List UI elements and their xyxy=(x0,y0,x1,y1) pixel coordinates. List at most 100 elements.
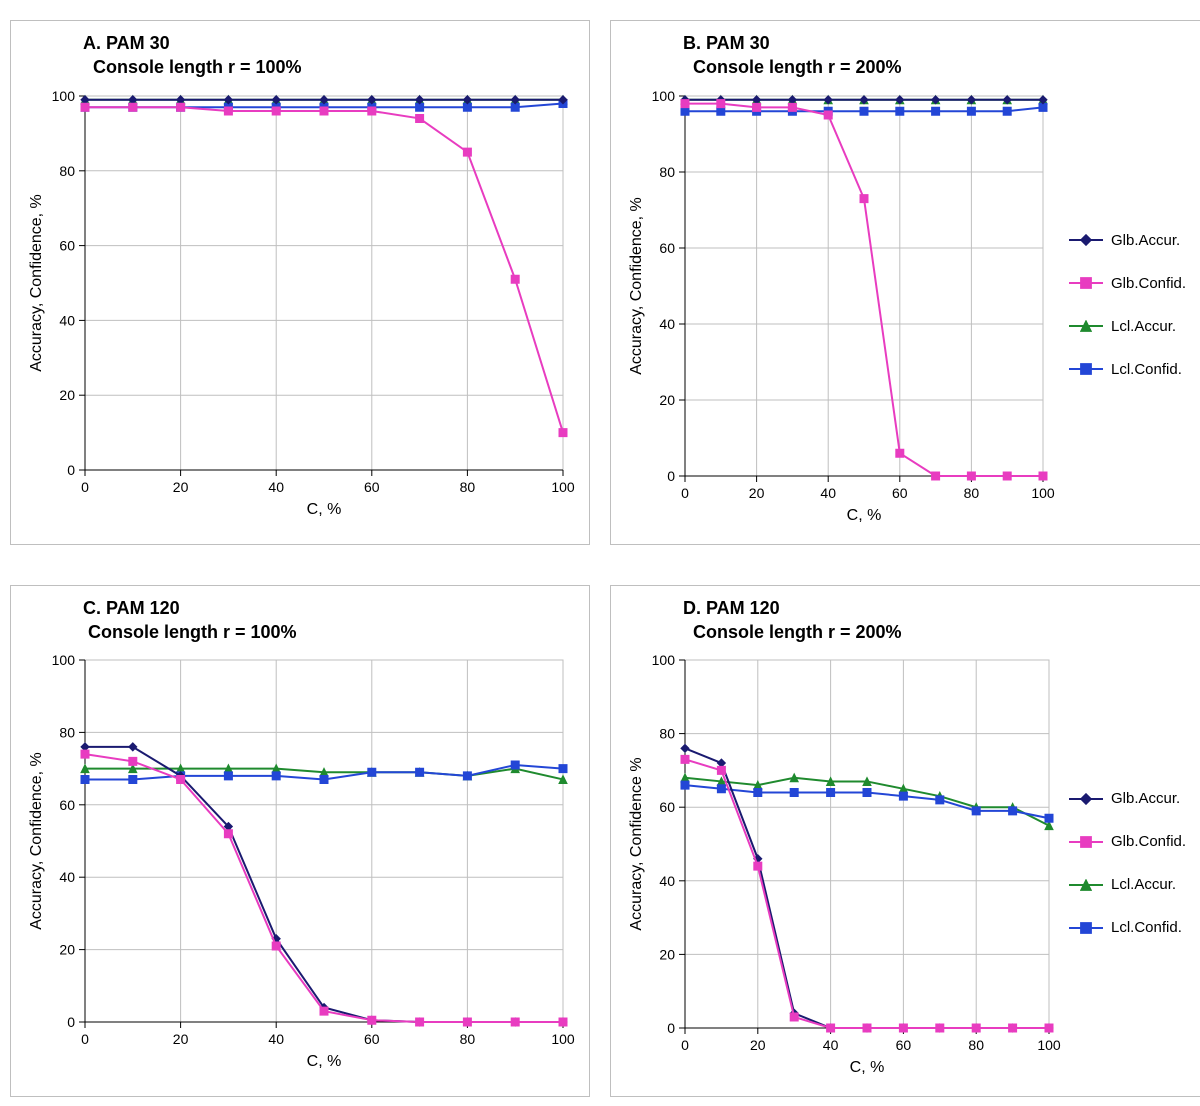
svg-text:80: 80 xyxy=(964,485,980,501)
chart-title: A. PAM 30 Console length r = 100% xyxy=(83,31,577,80)
svg-text:C, %: C, % xyxy=(847,507,882,524)
svg-text:100: 100 xyxy=(1037,1037,1061,1053)
legend-swatch-icon xyxy=(1069,319,1103,333)
svg-text:C, %: C, % xyxy=(307,1053,342,1070)
chart-grid-page: A. PAM 30 Console length r = 100% 0 20 40 60… xyxy=(0,0,1200,1106)
svg-text:C, %: C, % xyxy=(307,501,342,518)
svg-text:80: 80 xyxy=(59,725,75,741)
svg-text:80: 80 xyxy=(659,726,675,742)
legend-label: Lcl.Accur. xyxy=(1111,318,1176,335)
chart-grid: A. PAM 30 Console length r = 100% 0 20 40 60… xyxy=(10,20,1190,1086)
svg-text:40: 40 xyxy=(59,312,75,328)
chart-plot: 0 20 40 60 80 100 0 20 40 60 80 100 C, % Accuracy, Co… xyxy=(23,86,577,525)
legend-item: Lcl.Confid. xyxy=(1069,361,1189,378)
svg-text:20: 20 xyxy=(59,387,75,403)
legend-label: Lcl.Confid. xyxy=(1111,361,1182,378)
svg-text:40: 40 xyxy=(268,1031,284,1047)
legend-label: Glb.Accur. xyxy=(1111,232,1180,249)
legend-item: Lcl.Accur. xyxy=(1069,318,1189,335)
chart-plot: 0 20 40 60 80 100 0 20 40 60 80 100 C, % Accuracy, Co… xyxy=(623,650,1063,1077)
svg-text:0: 0 xyxy=(667,1020,675,1036)
svg-text:0: 0 xyxy=(67,462,75,478)
svg-text:80: 80 xyxy=(460,479,476,495)
legend-item: Glb.Accur. xyxy=(1069,232,1189,249)
legend-swatch-icon xyxy=(1069,362,1103,376)
svg-text:60: 60 xyxy=(659,799,675,815)
chart-plot: 0 20 40 60 80 100 0 20 40 60 80 100 C, % Accuracy, Co… xyxy=(23,650,577,1077)
svg-text:100: 100 xyxy=(52,652,76,668)
svg-text:60: 60 xyxy=(896,1037,912,1053)
svg-text:40: 40 xyxy=(820,485,836,501)
svg-text:20: 20 xyxy=(749,485,765,501)
grid-cell-d: D. PAM 120 Console length r = 200% 0 20 40 6… xyxy=(610,585,1200,1098)
svg-text:Accuracy, Confidence %: Accuracy, Confidence % xyxy=(628,758,645,931)
legend-label: Glb.Accur. xyxy=(1111,790,1180,807)
grid-cell-c: C. PAM 120 Console length r = 100% 0 20 40 6… xyxy=(10,585,590,1098)
legend-swatch-icon xyxy=(1069,233,1103,247)
svg-text:40: 40 xyxy=(659,873,675,889)
legend-item: Lcl.Confid. xyxy=(1069,919,1189,936)
legend-item: Lcl.Accur. xyxy=(1069,876,1189,893)
svg-text:20: 20 xyxy=(750,1037,766,1053)
svg-text:40: 40 xyxy=(268,479,284,495)
svg-text:80: 80 xyxy=(659,164,675,180)
svg-text:40: 40 xyxy=(59,869,75,885)
legend-item: Glb.Confid. xyxy=(1069,833,1189,850)
chart-title: C. PAM 120 Console length r = 100% xyxy=(83,596,577,645)
svg-text:80: 80 xyxy=(460,1031,476,1047)
legend-label: Lcl.Accur. xyxy=(1111,876,1176,893)
svg-text:20: 20 xyxy=(659,392,675,408)
svg-text:0: 0 xyxy=(81,1031,89,1047)
legend-label: Glb.Confid. xyxy=(1111,833,1186,850)
svg-text:20: 20 xyxy=(659,947,675,963)
svg-text:100: 100 xyxy=(551,1031,575,1047)
legend-label: Lcl.Confid. xyxy=(1111,919,1182,936)
svg-text:100: 100 xyxy=(551,479,575,495)
svg-text:0: 0 xyxy=(81,479,89,495)
svg-text:60: 60 xyxy=(659,240,675,256)
svg-text:0: 0 xyxy=(681,1037,689,1053)
chart-panel-d: D. PAM 120 Console length r = 200% 0 20 40 6… xyxy=(610,585,1200,1098)
svg-text:60: 60 xyxy=(364,1031,380,1047)
legend-item: Glb.Confid. xyxy=(1069,275,1189,292)
svg-text:Accuracy, Confidence, %: Accuracy, Confidence, % xyxy=(28,752,45,930)
legend-label: Glb.Confid. xyxy=(1111,275,1186,292)
legend-swatch-icon xyxy=(1069,276,1103,290)
legend-swatch-icon xyxy=(1069,792,1103,806)
svg-text:0: 0 xyxy=(681,485,689,501)
svg-text:100: 100 xyxy=(52,88,76,104)
grid-cell-b: B. PAM 30 Console length r = 200% 0 20 40 60… xyxy=(610,20,1200,545)
svg-text:80: 80 xyxy=(59,162,75,178)
chart-title: B. PAM 30 Console length r = 200% xyxy=(683,31,1189,80)
svg-text:0: 0 xyxy=(67,1014,75,1030)
svg-text:100: 100 xyxy=(1031,485,1055,501)
svg-text:60: 60 xyxy=(364,479,380,495)
chart-panel-a: A. PAM 30 Console length r = 100% 0 20 40 60… xyxy=(10,20,590,545)
svg-text:100: 100 xyxy=(652,652,676,668)
svg-text:40: 40 xyxy=(823,1037,839,1053)
svg-text:100: 100 xyxy=(652,88,676,104)
svg-text:Accuracy, Confidence, %: Accuracy, Confidence, % xyxy=(28,194,45,372)
chart-legend: Glb.Accur. Glb.Confid. Lcl.Accur. Lcl.Confi… xyxy=(1063,650,1189,1077)
chart-plot: 0 20 40 60 80 100 0 20 40 60 80 100 C, % Accuracy, Co… xyxy=(623,86,1063,525)
svg-text:0: 0 xyxy=(667,468,675,484)
svg-text:Accuracy, Confidence, %: Accuracy, Confidence, % xyxy=(628,197,645,375)
svg-text:60: 60 xyxy=(59,797,75,813)
svg-text:60: 60 xyxy=(892,485,908,501)
svg-text:20: 20 xyxy=(173,479,189,495)
legend-swatch-icon xyxy=(1069,921,1103,935)
svg-text:60: 60 xyxy=(59,237,75,253)
svg-text:C, %: C, % xyxy=(850,1059,885,1076)
svg-text:20: 20 xyxy=(173,1031,189,1047)
legend-item: Glb.Accur. xyxy=(1069,790,1189,807)
chart-legend: Glb.Accur. Glb.Confid. Lcl.Accur. Lcl.Confi… xyxy=(1063,86,1189,525)
chart-title: D. PAM 120 Console length r = 200% xyxy=(683,596,1189,645)
legend-swatch-icon xyxy=(1069,835,1103,849)
grid-cell-a: A. PAM 30 Console length r = 100% 0 20 40 60… xyxy=(10,20,590,545)
svg-text:40: 40 xyxy=(659,316,675,332)
svg-text:80: 80 xyxy=(968,1037,984,1053)
legend-swatch-icon xyxy=(1069,878,1103,892)
chart-panel-b: B. PAM 30 Console length r = 200% 0 20 40 60… xyxy=(610,20,1200,545)
svg-text:20: 20 xyxy=(59,942,75,958)
chart-panel-c: C. PAM 120 Console length r = 100% 0 20 40 6… xyxy=(10,585,590,1098)
